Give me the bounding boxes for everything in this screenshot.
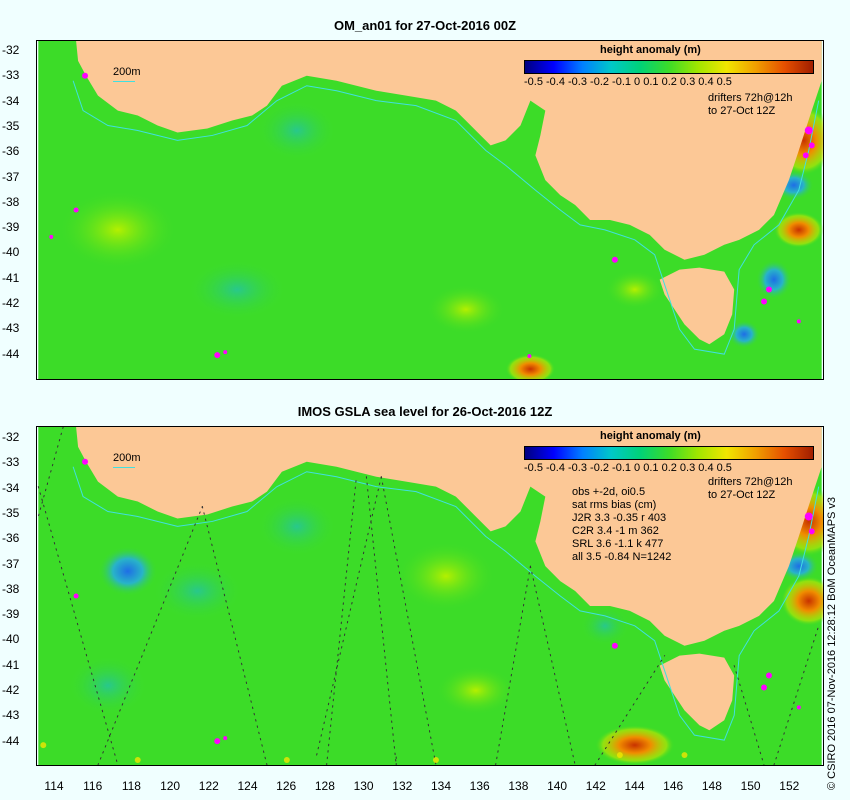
top-scale-label: 200m [113, 66, 141, 78]
y-tick-label: -40 [2, 632, 20, 647]
obs-dots [40, 742, 688, 764]
x-tick-label: 116 [83, 779, 103, 793]
y-tick-label: -37 [2, 169, 20, 184]
y-tick-label: -36 [2, 531, 20, 546]
stats-line: obs +-2d, oi0.5 [572, 486, 646, 498]
drifters-top [49, 72, 815, 359]
y-tick-label: -41 [2, 657, 20, 672]
x-tick-label: 114 [44, 779, 64, 793]
x-tick-label: 118 [121, 779, 141, 793]
x-tick-label: 120 [160, 779, 181, 793]
y-tick-label: -34 [2, 93, 20, 108]
bottom-legend-title: height anomaly (m) [600, 430, 701, 442]
x-tick-label: 152 [779, 779, 800, 793]
x-tick-label: 124 [237, 779, 258, 793]
top-map [36, 40, 824, 380]
x-tick-label: 134 [430, 779, 452, 793]
x-tick-label: 136 [469, 779, 490, 793]
stats-line: J2R 3.3 -0.35 r 403 [572, 512, 667, 524]
y-tick-label: -33 [2, 455, 20, 470]
x-tick-label: 122 [198, 779, 219, 793]
australia-mainland [38, 427, 822, 646]
isobath-200m [72, 80, 820, 355]
stats-line: C2R 3.4 -1 m 362 [572, 525, 659, 537]
stats-line: SRL 3.6 -1.1 k 477 [572, 538, 664, 550]
y-tick-label: -36 [2, 144, 20, 159]
bottom-legend-ticks: -0.5 -0.4 -0.3 -0.2 -0.1 0 0.1 0.2 0.3 0… [524, 462, 732, 474]
y-tick-label: -35 [2, 118, 20, 133]
credit-text: © CSIRO 2016 07-Nov-2016 12:28:12 BoM Oc… [826, 496, 838, 790]
tasmania [659, 653, 735, 731]
y-tick-label: -38 [2, 581, 20, 596]
y-tick-label: -44 [2, 346, 20, 361]
top-legend-colorbar [524, 60, 814, 74]
y-tick-label: -42 [2, 296, 20, 310]
y-tick-label: -43 [2, 321, 20, 336]
top-drifters-line1: drifters 72h@12h [708, 92, 793, 104]
top-scale-line [113, 81, 135, 82]
bottom-drifters-line1: drifters 72h@12h [708, 476, 793, 488]
y-tick-label: -37 [2, 556, 20, 571]
y-tick-label: -39 [2, 220, 20, 235]
tasmania [659, 267, 735, 345]
top-drifters-note: drifters 72h@12h to 27-Oct 12Z [708, 92, 793, 118]
x-tick-label: 128 [314, 779, 335, 793]
y-tick-label: -35 [2, 505, 20, 520]
australia-mainland [38, 41, 822, 260]
sat-stats: obs +-2d, oi0.5 sat rms bias (cm) J2R 3.… [572, 486, 671, 564]
y-tick-label: -39 [2, 607, 20, 622]
bottom-legend-colorbar [524, 446, 814, 460]
y-tick-label: -44 [2, 733, 20, 748]
bottom-scale-line [113, 467, 135, 468]
x-tick-label: 148 [701, 779, 722, 793]
drifters-bottom [73, 458, 815, 745]
y-tick-label: -43 [2, 708, 20, 723]
y-tick-label: -41 [2, 270, 20, 285]
x-tick-label: 126 [276, 779, 297, 793]
x-tick-label: 142 [585, 779, 606, 793]
y-tick-label: -32 [2, 43, 20, 57]
y-tick-label: -42 [2, 683, 20, 697]
stats-line: sat rms bias (cm) [572, 499, 657, 511]
top-panel-title: OM_an01 for 27-Oct-2016 00Z [333, 18, 517, 33]
x-tick-label: 144 [624, 779, 645, 793]
x-tick-label: 130 [353, 779, 374, 793]
bottom-map [36, 426, 824, 766]
y-tick-label: -32 [2, 430, 20, 444]
y-tick-label: -33 [2, 68, 20, 83]
x-tick-label: 150 [740, 779, 761, 793]
satellite-tracks [37, 427, 820, 765]
bottom-drifters-note: drifters 72h@12h to 27-Oct 12Z [708, 476, 793, 502]
y-tick-label: -38 [2, 194, 20, 209]
bottom-drifters-line2: to 27-Oct 12Z [708, 489, 776, 501]
x-tick-label: 140 [547, 779, 568, 793]
isobath-200m [72, 466, 820, 741]
x-tick-label: 146 [663, 779, 684, 793]
top-drifters-line2: to 27-Oct 12Z [708, 105, 776, 117]
stats-line: all 3.5 -0.84 N=1242 [572, 551, 672, 563]
top-legend-title: height anomaly (m) [600, 44, 701, 56]
bottom-panel-title: IMOS GSLA sea level for 26-Oct-2016 12Z [297, 404, 553, 419]
top-legend-ticks: -0.5 -0.4 -0.3 -0.2 -0.1 0 0.1 0.2 0.3 0… [524, 76, 732, 88]
bottom-scale-label: 200m [113, 452, 141, 464]
x-tick-label: 138 [508, 779, 529, 793]
x-tick-label: 132 [392, 779, 413, 793]
y-tick-label: -34 [2, 480, 20, 495]
y-tick-label: -40 [2, 245, 20, 260]
